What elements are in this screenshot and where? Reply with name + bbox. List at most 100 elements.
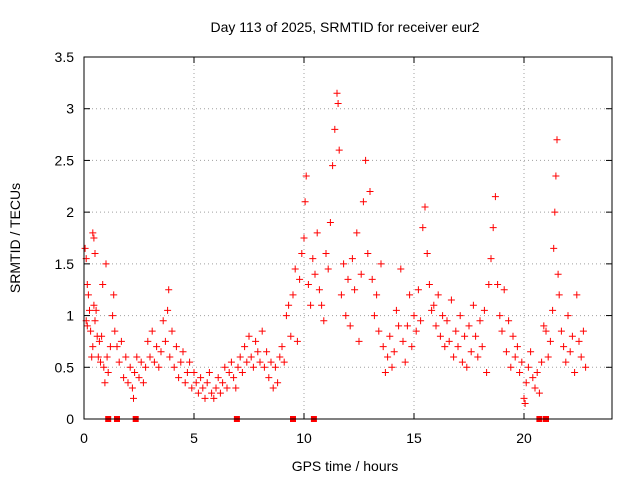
data-point bbox=[252, 337, 260, 345]
data-point bbox=[568, 332, 576, 340]
data-point bbox=[355, 337, 363, 345]
data-point bbox=[571, 368, 579, 376]
data-point bbox=[97, 358, 104, 366]
data-point bbox=[282, 312, 290, 320]
data-point bbox=[357, 270, 365, 278]
data-point bbox=[551, 208, 559, 216]
data-point bbox=[247, 353, 255, 361]
data-point bbox=[280, 358, 288, 366]
data-point bbox=[148, 327, 156, 335]
data-point bbox=[177, 358, 185, 366]
data-point bbox=[234, 363, 242, 371]
data-point bbox=[478, 343, 486, 351]
data-point bbox=[390, 348, 398, 356]
data-point bbox=[417, 317, 425, 325]
data-point bbox=[166, 353, 174, 361]
data-point bbox=[201, 394, 209, 402]
data-point bbox=[527, 348, 535, 356]
data-point bbox=[549, 306, 557, 314]
data-point bbox=[395, 322, 403, 330]
data-point bbox=[491, 193, 499, 201]
data-point bbox=[300, 234, 308, 242]
data-point bbox=[443, 317, 451, 325]
x-tick-label: 0 bbox=[80, 430, 88, 446]
data-point bbox=[507, 363, 515, 371]
data-point bbox=[522, 379, 530, 387]
data-point bbox=[106, 343, 114, 351]
data-point bbox=[368, 275, 376, 283]
data-point bbox=[441, 343, 449, 351]
data-point bbox=[113, 343, 121, 351]
data-point bbox=[117, 337, 125, 345]
data-point bbox=[87, 327, 95, 335]
data-point bbox=[535, 389, 543, 397]
data-point bbox=[315, 286, 323, 294]
data-point bbox=[216, 389, 224, 397]
data-point bbox=[450, 353, 458, 361]
data-point bbox=[379, 343, 387, 351]
data-point bbox=[452, 327, 460, 335]
data-point bbox=[236, 353, 244, 361]
data-point bbox=[199, 384, 207, 392]
data-point bbox=[463, 363, 471, 371]
data-point bbox=[397, 265, 405, 273]
data-point bbox=[579, 327, 587, 335]
data-point bbox=[575, 337, 583, 345]
data-point bbox=[190, 368, 198, 376]
data-point bbox=[335, 146, 343, 154]
data-point bbox=[573, 291, 581, 299]
data-point bbox=[150, 358, 158, 366]
data-point bbox=[439, 312, 447, 320]
data-point bbox=[210, 394, 218, 402]
data-point bbox=[83, 281, 91, 289]
data-point bbox=[88, 353, 96, 361]
axis-ticks: 0 0.5 1 1.5 2 2.5 3 3.5 0 5 10 15 20 bbox=[55, 49, 612, 446]
data-point bbox=[329, 162, 337, 170]
data-point bbox=[399, 337, 407, 345]
data-point bbox=[289, 291, 297, 299]
data-point bbox=[309, 255, 317, 263]
data-point bbox=[212, 384, 220, 392]
data-point bbox=[137, 358, 145, 366]
data-point bbox=[518, 358, 526, 366]
data-point bbox=[205, 368, 213, 376]
data-point bbox=[225, 368, 233, 376]
data-point bbox=[467, 348, 475, 356]
data-point bbox=[414, 286, 422, 294]
data-point bbox=[362, 156, 370, 164]
data-point bbox=[285, 301, 293, 309]
data-point bbox=[102, 260, 110, 268]
data-point bbox=[124, 379, 132, 387]
data-point bbox=[546, 337, 554, 345]
data-point bbox=[188, 384, 196, 392]
data-point bbox=[494, 281, 502, 289]
data-point bbox=[144, 337, 152, 345]
data-point bbox=[564, 312, 572, 320]
data-point bbox=[271, 363, 279, 371]
data-point bbox=[304, 281, 312, 289]
data-point bbox=[364, 250, 372, 258]
data-point bbox=[164, 306, 172, 314]
y-tick-label: 1 bbox=[66, 308, 74, 324]
y-tick-label: 2.5 bbox=[55, 152, 75, 168]
data-point bbox=[560, 343, 568, 351]
data-point bbox=[276, 353, 284, 361]
data-point bbox=[157, 348, 165, 356]
data-point bbox=[161, 337, 169, 345]
data-point bbox=[344, 275, 352, 283]
data-point bbox=[267, 358, 275, 366]
data-point bbox=[359, 198, 367, 206]
data-point bbox=[381, 368, 389, 376]
data-point bbox=[445, 337, 453, 345]
data-point bbox=[447, 296, 455, 304]
data-point bbox=[456, 312, 464, 320]
data-point bbox=[265, 374, 273, 382]
data-point bbox=[582, 363, 590, 371]
data-point bbox=[100, 363, 108, 371]
data-point bbox=[219, 379, 227, 387]
data-point bbox=[370, 312, 378, 320]
data-point bbox=[165, 286, 173, 294]
data-point bbox=[529, 374, 537, 382]
data-point bbox=[92, 306, 100, 314]
